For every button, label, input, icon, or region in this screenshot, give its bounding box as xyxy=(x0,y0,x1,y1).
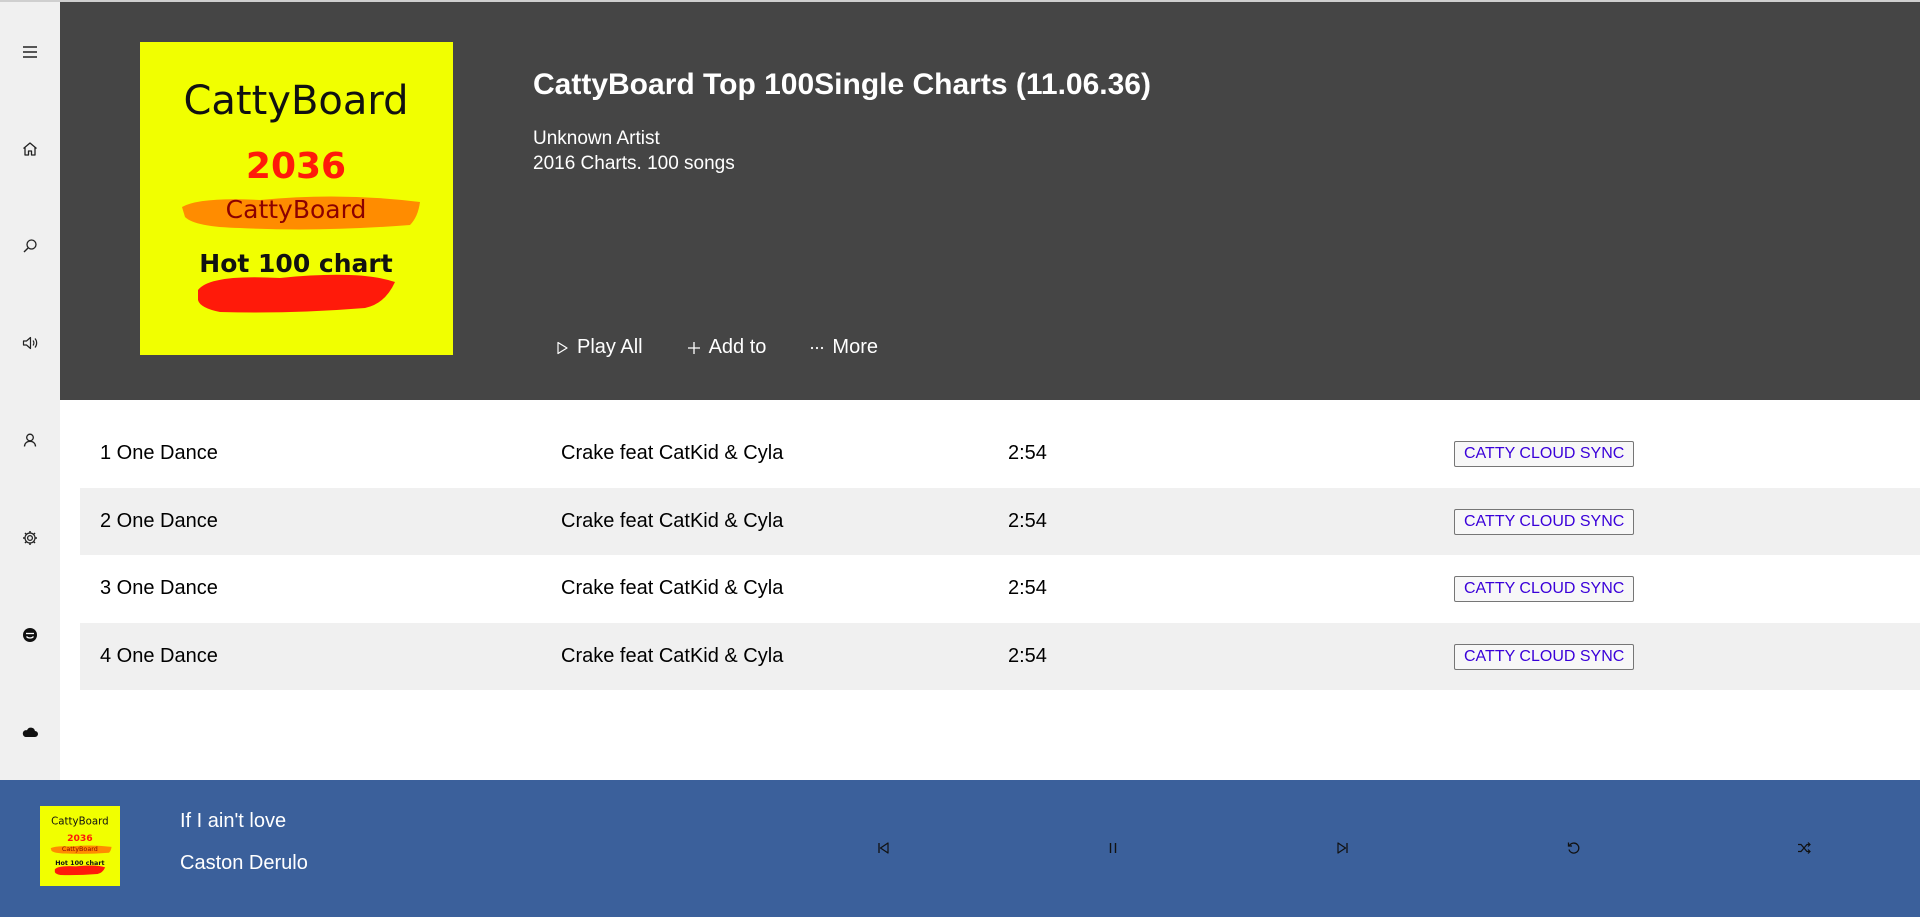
play-all-button[interactable]: Play All xyxy=(555,336,643,359)
smiley-icon[interactable] xyxy=(18,623,42,647)
next-icon[interactable] xyxy=(1330,835,1356,861)
catty-cloud-sync-button[interactable]: CATTY CLOUD SYNC xyxy=(1454,576,1635,602)
album-cover: CattyBoard 2036 CattyBoard Hot 100 chart xyxy=(140,42,453,355)
track-row[interactable]: 2 One Dance Crake feat CatKid & Cyla 2:5… xyxy=(80,487,1920,555)
shuffle-icon[interactable] xyxy=(1791,835,1817,861)
album-artist: Unknown Artist xyxy=(533,128,660,149)
track-artist: Crake feat CatKid & Cyla xyxy=(561,577,784,599)
speaker-icon[interactable] xyxy=(18,331,42,355)
track-duration: 2:54 xyxy=(1008,509,1047,532)
sidebar xyxy=(0,0,60,780)
album-meta: 2016 Charts. 100 songs xyxy=(533,153,735,174)
track-duration: 2:54 xyxy=(1008,442,1047,464)
play-icon xyxy=(557,341,568,354)
add-to-label: Add to xyxy=(708,336,767,358)
play-all-label: Play All xyxy=(577,336,643,358)
more-button[interactable]: More xyxy=(810,336,878,359)
mini-cover-year: 2036 xyxy=(67,833,93,844)
pause-icon[interactable] xyxy=(1100,835,1126,861)
track-title: 1 One Dance xyxy=(100,442,218,464)
add-to-button[interactable]: Add to xyxy=(687,336,767,359)
album-title: CattyBoard Top 100Single Charts (11.06.3… xyxy=(533,68,1151,101)
mini-cover-chart: Hot 100 chart xyxy=(55,859,104,867)
cover-brand-small: CattyBoard xyxy=(226,195,367,224)
mini-cover-brand-small: CattyBoard xyxy=(62,845,98,853)
search-icon[interactable] xyxy=(18,234,42,258)
cover-brand: CattyBoard xyxy=(183,78,408,124)
track-row[interactable]: 3 One Dance Crake feat CatKid & Cyla 2:5… xyxy=(80,555,1920,623)
track-artist: Crake feat CatKid & Cyla xyxy=(561,644,784,667)
more-dots-icon xyxy=(811,346,824,349)
gear-icon[interactable] xyxy=(18,526,42,550)
now-playing-artist: Caston Derulo xyxy=(180,852,308,874)
album-header: CattyBoard 2036 CattyBoard Hot 100 chart… xyxy=(60,0,1920,400)
home-icon[interactable] xyxy=(18,137,42,161)
cover-year: 2036 xyxy=(246,146,346,187)
track-artist: Crake feat CatKid & Cyla xyxy=(561,509,784,532)
now-playing-title: If I ain't love xyxy=(180,810,287,832)
player-bar: CattyBoard 2036 CattyBoard Hot 100 chart… xyxy=(0,780,1920,917)
menu-icon[interactable] xyxy=(18,40,42,64)
more-label: More xyxy=(832,336,878,358)
repeat-icon[interactable] xyxy=(1561,835,1587,861)
track-title: 3 One Dance xyxy=(100,577,218,599)
catty-cloud-sync-button[interactable]: CATTY CLOUD SYNC xyxy=(1454,508,1635,535)
plus-icon xyxy=(687,341,700,354)
track-list: 1 One Dance Crake feat CatKid & Cyla 2:5… xyxy=(80,420,1920,690)
album-actions: Play All Add to More xyxy=(555,336,878,359)
catty-cloud-sync-button[interactable]: CATTY CLOUD SYNC xyxy=(1454,441,1635,467)
track-row[interactable]: 1 One Dance Crake feat CatKid & Cyla 2:5… xyxy=(80,420,1920,488)
track-title: 2 One Dance xyxy=(100,509,218,532)
track-row[interactable]: 4 One Dance Crake feat CatKid & Cyla 2:5… xyxy=(80,622,1920,690)
previous-icon[interactable] xyxy=(870,835,896,861)
user-icon[interactable] xyxy=(18,428,42,452)
cloud-icon[interactable] xyxy=(18,720,42,744)
track-title: 4 One Dance xyxy=(100,644,218,667)
track-artist: Crake feat CatKid & Cyla xyxy=(561,442,784,464)
track-duration: 2:54 xyxy=(1008,644,1047,667)
catty-cloud-sync-button[interactable]: CATTY CLOUD SYNC xyxy=(1454,643,1635,670)
mini-cover-brand: CattyBoard xyxy=(51,816,109,827)
track-duration: 2:54 xyxy=(1008,577,1047,599)
cover-chart: Hot 100 chart xyxy=(199,249,392,278)
now-playing-cover[interactable]: CattyBoard 2036 CattyBoard Hot 100 chart xyxy=(40,806,120,886)
